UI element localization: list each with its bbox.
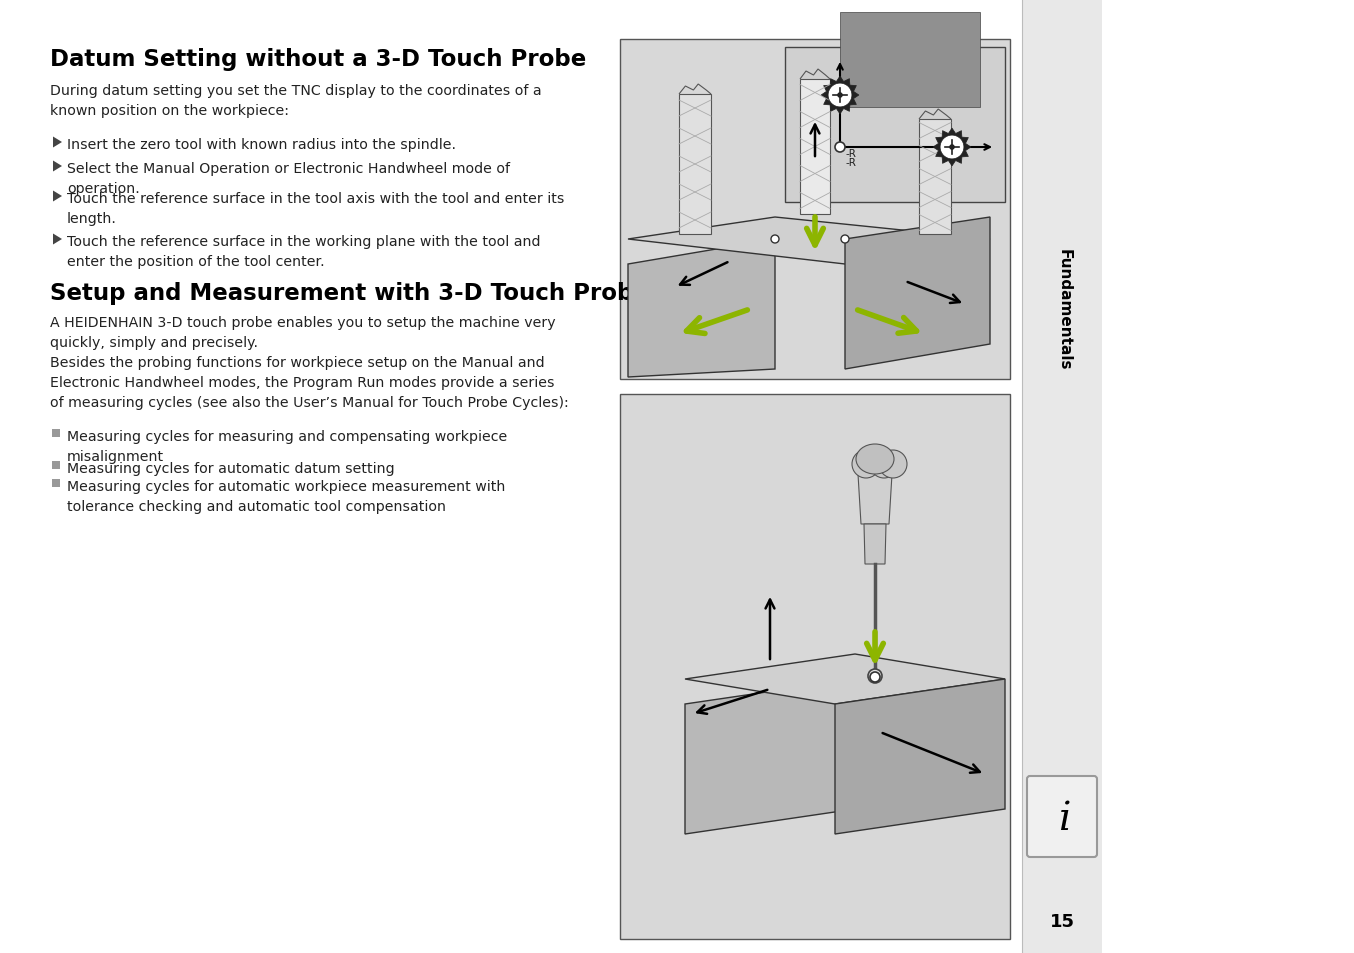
Polygon shape [845,218,990,370]
Text: -R: -R [846,158,857,168]
Bar [51,479,60,488]
Polygon shape [858,475,892,524]
Polygon shape [628,218,990,265]
Bar [1022,0,1102,953]
Circle shape [770,235,779,244]
Text: Measuring cycles for automatic datum setting: Measuring cycles for automatic datum set… [66,461,394,476]
Bar [678,95,711,234]
Ellipse shape [852,451,880,478]
Circle shape [868,669,881,683]
Bar [51,430,60,437]
Polygon shape [53,192,62,202]
Text: During datum setting you set the TNC display to the coordinates of a
known posit: During datum setting you set the TNC dis… [50,84,542,118]
Text: Measuring cycles for measuring and compensating workpiece
misalignment: Measuring cycles for measuring and compe… [66,430,508,463]
Text: i: i [1057,801,1070,838]
Text: Setup and Measurement with 3-D Touch Probes: Setup and Measurement with 3-D Touch Pro… [50,282,662,305]
Polygon shape [864,524,886,564]
Polygon shape [53,137,62,149]
Text: -R: -R [846,149,857,159]
Text: Measuring cycles for automatic workpiece measurement with
tolerance checking and: Measuring cycles for automatic workpiece… [66,479,505,514]
Bar [800,80,830,214]
Text: Datum Setting without a 3-D Touch Probe: Datum Setting without a 3-D Touch Probe [50,48,586,71]
Polygon shape [821,77,858,114]
Bar [620,395,1010,939]
Polygon shape [933,129,971,167]
Text: Touch the reference surface in the tool axis with the tool and enter its
length.: Touch the reference surface in the tool … [66,192,565,226]
Polygon shape [628,240,774,377]
Circle shape [837,93,842,99]
Circle shape [829,84,852,108]
Text: Touch the reference surface in the working plane with the tool and
enter the pos: Touch the reference surface in the worki… [66,234,540,269]
Polygon shape [53,161,62,172]
Polygon shape [685,679,854,834]
Bar [620,40,1010,379]
Polygon shape [685,655,1005,704]
Text: Besides the probing functions for workpiece setup on the Manual and
Electronic H: Besides the probing functions for workpi… [50,355,569,410]
Polygon shape [835,679,1005,834]
Bar [839,13,980,108]
Circle shape [940,136,964,160]
Text: A HEIDENHAIN 3-D touch probe enables you to setup the machine very
quickly, simp: A HEIDENHAIN 3-D touch probe enables you… [50,315,555,350]
Circle shape [949,145,955,151]
Circle shape [835,143,845,152]
Ellipse shape [856,444,894,475]
Circle shape [871,672,880,682]
Ellipse shape [879,451,907,478]
Text: 15: 15 [1049,912,1075,930]
Bar [919,120,951,234]
Circle shape [841,235,849,244]
FancyBboxPatch shape [1026,776,1097,857]
Bar [785,48,1005,203]
Text: Select the Manual Operation or Electronic Handwheel mode of
operation.: Select the Manual Operation or Electroni… [66,162,510,196]
Text: Fundamentals: Fundamentals [1056,249,1071,371]
Ellipse shape [871,451,898,478]
Text: Insert the zero tool with known radius into the spindle.: Insert the zero tool with known radius i… [66,138,456,152]
Polygon shape [53,234,62,245]
Bar [51,461,60,470]
